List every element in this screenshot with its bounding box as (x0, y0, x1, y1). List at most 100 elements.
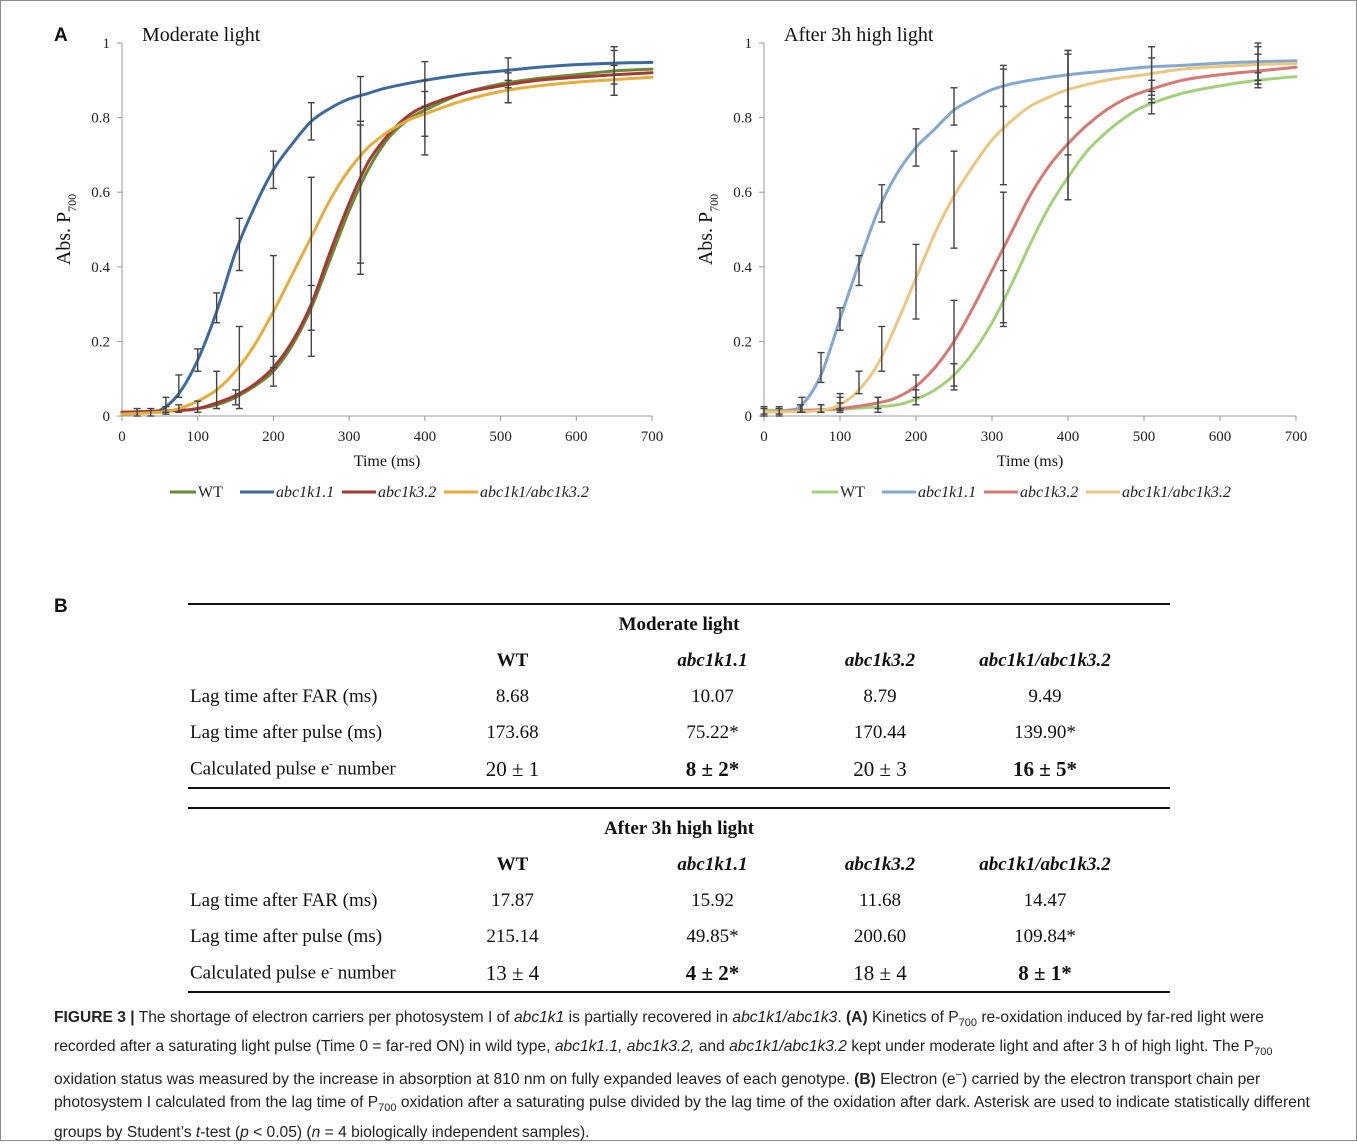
cell: 11.68 (858, 890, 902, 911)
x-tick-label: 700 (641, 429, 664, 445)
chart-title: Moderate light (142, 24, 261, 46)
caption-italic: abc1k1/abc1k3 (732, 1009, 838, 1026)
table-row: Calculated pulse e- number 13 ± 4 4 ± 2*… (188, 955, 1170, 991)
error-bar (421, 90, 429, 137)
error-bar (307, 101, 315, 141)
y-tick-label: 0.2 (733, 334, 752, 350)
error-bar (775, 407, 783, 417)
y-axis-label-main: Abs. P (53, 212, 75, 265)
cell: 75.22* (686, 722, 739, 743)
y-tick-label: 0.4 (733, 260, 752, 276)
row-label: Calculated pulse e- number (188, 962, 440, 984)
cell: 20 ± 3 (853, 756, 907, 781)
col-header-abc1k1: abc1k1.1 (677, 650, 748, 671)
error-bar (874, 396, 882, 413)
row-label: Lag time after pulse (ms) (190, 926, 383, 947)
y-axis-label-sub: 700 (707, 194, 721, 212)
caption-text: oxidation status was measured by the inc… (54, 1071, 855, 1089)
error-bar (855, 254, 863, 287)
series-line-1 (762, 75, 1298, 412)
legend-label: abc1k3.2 (1020, 484, 1078, 501)
error-bar (269, 150, 277, 190)
error-bar (760, 407, 768, 417)
x-tick-label: 600 (565, 429, 588, 445)
error-bar (162, 396, 170, 413)
cell: 4 ± 2* (685, 960, 740, 985)
error-bar (836, 392, 844, 410)
error-bar (817, 351, 825, 384)
caption-bold: (B) (854, 1071, 876, 1089)
error-bar (878, 184, 886, 223)
col-header-abc1k1: abc1k1.1 (677, 854, 748, 875)
error-bar (175, 404, 183, 413)
caption-text: kept under moderate light and after 3 h … (846, 1038, 1255, 1056)
x-tick-label: 700 (1285, 429, 1308, 445)
y-tick-label: 0.6 (733, 185, 752, 201)
error-bar (950, 87, 958, 126)
y-tick-label: 0 (103, 409, 111, 425)
y-tick-label: 0.8 (733, 111, 752, 127)
table-row: Lag time after pulse (ms) 173.68 75.22* … (188, 715, 1170, 751)
error-bar (235, 325, 243, 410)
y-axis-label: Abs. P700 (695, 194, 721, 265)
table-section-moderate: Moderate light WT abc1k1.1 abc1k3.2 abc1… (188, 603, 1170, 789)
table-header-row: WT abc1k1.1 abc1k3.2 abc1k1/abc1k3.2 (188, 847, 1170, 883)
series-line-1 (120, 67, 654, 414)
error-bar (133, 407, 141, 417)
cell: 215.14 (486, 926, 539, 947)
cell: 17.87 (491, 890, 534, 911)
series-line-2 (762, 59, 1298, 414)
error-bar (798, 396, 806, 413)
cell: 20 ± 1 (485, 756, 540, 781)
error-bar (147, 407, 155, 417)
col-header-wt: WT (496, 650, 529, 671)
caption-italic: abc1k1 (513, 1009, 565, 1026)
cell: 14.47 (1023, 890, 1067, 911)
table-row: Lag time after FAR (ms) 8.68 10.07 8.79 … (188, 679, 1170, 715)
x-tick-label: 200 (905, 429, 928, 445)
error-bar (1064, 53, 1072, 108)
cell: 49.85* (686, 926, 739, 947)
table-section-highlight: After 3h high light WT abc1k1.1 abc1k3.2… (188, 807, 1170, 993)
error-bar (235, 217, 243, 272)
error-bar (855, 370, 863, 395)
error-bar (357, 75, 364, 123)
caption-italic: p (240, 1123, 249, 1141)
error-bar (232, 389, 240, 406)
section-title: After 3h high light (603, 818, 755, 839)
legend-label: abc1k1.1 (918, 484, 976, 501)
x-axis-label: Time (ms) (997, 453, 1064, 470)
series-line-4 (762, 62, 1298, 414)
cell: 9.49 (1028, 686, 1062, 707)
legend-label: abc1k1/abc1k3.2 (480, 484, 589, 501)
error-bar (836, 307, 844, 331)
cell: 10.07 (691, 686, 734, 707)
y-tick-label: 0.4 (91, 260, 110, 276)
cell: 18 ± 4 (853, 960, 907, 985)
x-tick-label: 400 (414, 429, 437, 445)
error-bar (950, 150, 958, 249)
figure-caption: FIGURE 3 | The shortage of electron carr… (54, 1006, 1314, 1144)
table-header-row: WT abc1k1.1 abc1k3.2 abc1k1/abc1k3.2 (188, 643, 1170, 679)
chart-2: 0 100 200 300 400 500 600 700 0 0.2 0.4 0.6 0.8 1 Afte… (695, 24, 1307, 501)
cell: 13 ± 4 (485, 960, 540, 985)
caption-text: oxidation after a saturating pulse divid… (54, 1094, 1310, 1141)
panel-a-letter: A (54, 25, 68, 46)
error-bar (1254, 46, 1262, 85)
caption-sub: 700 (958, 1017, 978, 1030)
x-tick-label: 600 (1209, 429, 1232, 445)
chart-legend: WT abc1k1.1 abc1k3.2 abc1k1/abc1k3.2 (812, 484, 1231, 501)
caption-italic: t (195, 1123, 201, 1141)
row-label-end: number (332, 962, 396, 984)
error-bar (213, 292, 221, 324)
row-label-sup: - (329, 757, 333, 770)
cell: 8 ± 1* (1018, 960, 1072, 985)
legend-label: WT (840, 484, 865, 501)
caption-text: is partially recovered in (564, 1009, 733, 1026)
error-bar (950, 299, 958, 391)
col-header-wt: WT (496, 854, 529, 875)
x-tick-label: 500 (489, 429, 512, 445)
panel-b-letter: B (54, 596, 68, 617)
legend-label: abc1k1.1 (276, 484, 334, 501)
x-tick-label: 400 (1057, 429, 1080, 445)
